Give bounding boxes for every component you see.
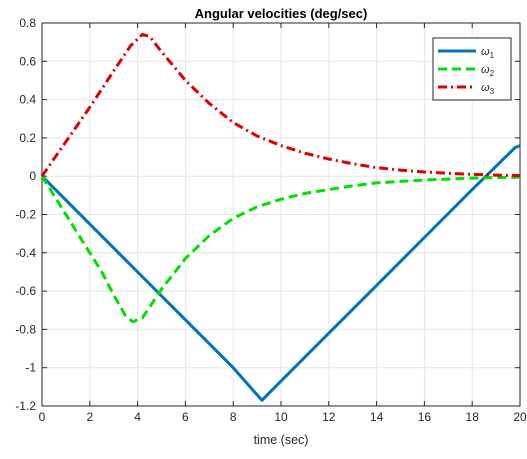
x-tick-label: 16 — [418, 410, 432, 424]
x-tick-label: 8 — [230, 410, 237, 424]
chart-title: Angular velocities (deg/sec) — [195, 6, 368, 21]
x-tick-label: 14 — [370, 410, 384, 424]
y-tick-label: 0.6 — [19, 54, 36, 68]
y-tick-label: 0.4 — [19, 93, 36, 107]
y-tick-label: -0.8 — [15, 322, 36, 336]
x-tick-label: 18 — [466, 410, 480, 424]
tick-labels: 0 2 4 6 8 10 12 14 16 18 20 0.8 0.6 0.4 0.2 0 -0.2 -0.4 -0… — [15, 16, 527, 424]
x-tick-label: 0 — [39, 410, 46, 424]
y-tick-label: -0.6 — [15, 284, 36, 298]
x-tick-label: 20 — [513, 410, 527, 424]
y-tick-label: 0 — [29, 169, 36, 183]
y-tick-label: -0.4 — [15, 246, 36, 260]
x-axis-label: time (sec) — [254, 433, 309, 447]
y-tick-label: -1.2 — [15, 399, 36, 413]
y-tick-label: 0.8 — [19, 16, 36, 30]
x-tick-label: 12 — [322, 410, 336, 424]
series-line-omega-3 — [40, 33, 521, 178]
x-tick-label: 4 — [134, 410, 141, 424]
y-tick-label: -0.2 — [15, 208, 36, 222]
x-tick-label: 2 — [86, 410, 93, 424]
series-lines — [40, 33, 521, 402]
series-line-omega-1 — [40, 144, 521, 402]
y-tick-label: -1 — [25, 361, 36, 375]
x-tick-label: 10 — [274, 410, 288, 424]
series-line-omega-2 — [40, 175, 521, 324]
x-tick-label: 6 — [182, 410, 189, 424]
y-tick-label: 0.2 — [19, 131, 36, 145]
